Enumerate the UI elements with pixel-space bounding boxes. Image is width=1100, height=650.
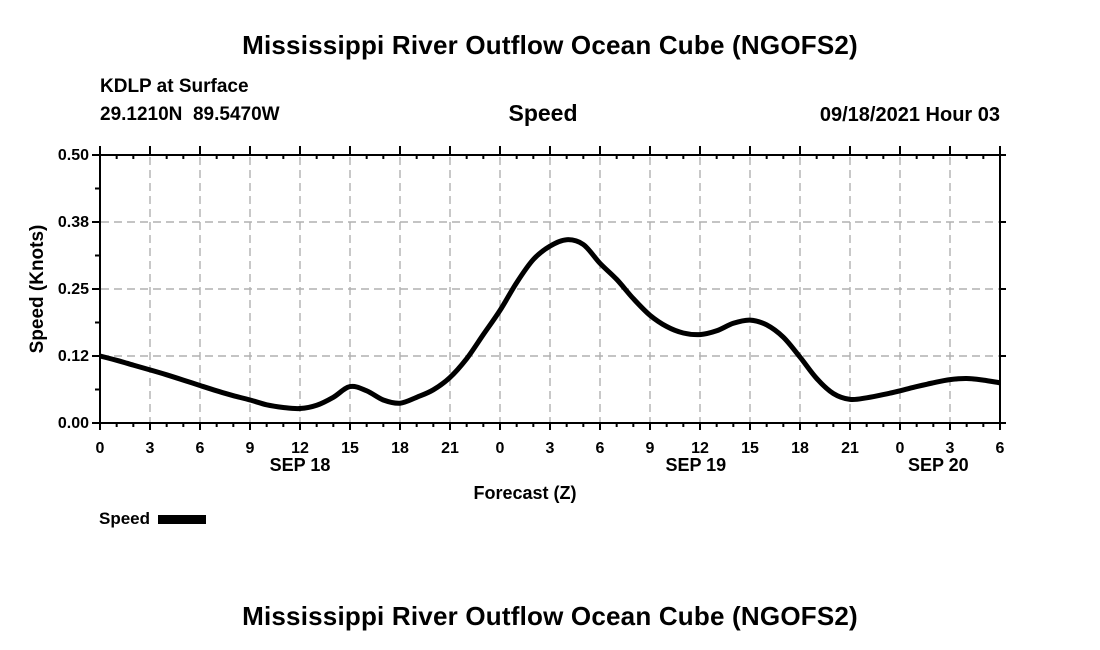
- x-tick-label: 0: [896, 440, 905, 457]
- x-tick-label: 3: [546, 440, 555, 457]
- station-label: KDLP at Surface: [100, 76, 249, 97]
- x-tick-label: 21: [441, 440, 459, 457]
- date-label: SEP 18: [270, 455, 331, 475]
- x-tick-label: 0: [496, 440, 505, 457]
- x-tick-label: 12: [291, 440, 309, 457]
- date-label: SEP 19: [665, 455, 726, 475]
- speed-curve: [99, 237, 1001, 412]
- y-axis-title: Speed (Knots): [27, 224, 48, 354]
- x-tick-label: 15: [341, 440, 359, 457]
- y-tick-label: 0.50: [58, 147, 89, 164]
- x-tick-label: 18: [391, 440, 409, 457]
- y-tick-label: 0.00: [58, 415, 89, 432]
- plot-area: 0 3 6 9 12 15 18 21 0 3 6 9 12 15 18 21 0 3 6 0.00 0.12 0.25 0…: [58, 146, 1006, 475]
- x-tick-label: 6: [596, 440, 605, 457]
- coordinates-label: 29.1210N 89.5470W: [100, 104, 280, 125]
- x-tick-label: 12: [691, 440, 709, 457]
- y-tick-label: 0.12: [58, 348, 89, 365]
- x-tick-label: 3: [146, 440, 155, 457]
- plot-title: Speed: [508, 100, 578, 126]
- x-tick-label: 15: [741, 440, 759, 457]
- legend-line-swatch: [158, 515, 206, 524]
- date-label: SEP 20: [908, 455, 969, 475]
- x-tick-label: 21: [841, 440, 859, 457]
- y-tick-label: 0.38: [58, 214, 89, 231]
- x-tick-label: 6: [196, 440, 205, 457]
- x-axis-title: Forecast (Z): [473, 483, 577, 503]
- page-title: Mississippi River Outflow Ocean Cube (NG…: [242, 30, 858, 60]
- datetime-label: 09/18/2021 Hour 03: [819, 104, 1000, 126]
- footer-title: Mississippi River Outflow Ocean Cube (NG…: [242, 601, 858, 631]
- x-tick-label: 0: [96, 440, 105, 457]
- x-tick-label: 18: [791, 440, 809, 457]
- x-tick-label: 6: [996, 440, 1005, 457]
- x-tick-label: 3: [946, 440, 955, 457]
- x-tick-label: 9: [646, 440, 655, 457]
- legend-label: Speed: [99, 509, 151, 528]
- y-tick-label: 0.25: [58, 281, 89, 298]
- x-tick-label: 9: [246, 440, 255, 457]
